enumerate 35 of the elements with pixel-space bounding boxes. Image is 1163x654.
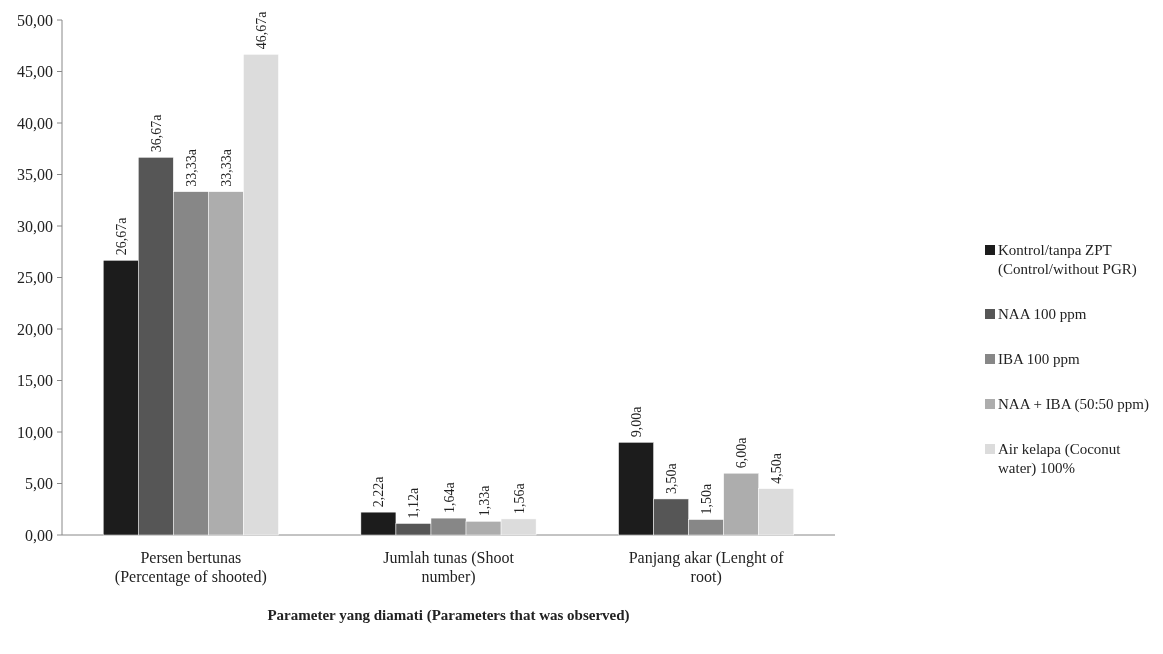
x-tick-label: Jumlah tunas (Shoot number) [383,549,515,586]
y-tick-label: 30,00 [17,217,53,235]
data-label: 1,50a [699,483,715,515]
legend-label: NAA 100 ppm [998,306,1087,322]
data-label: 1,64a [441,481,457,514]
y-tick-label: 40,00 [17,114,53,132]
data-label: 6,00a [734,436,750,469]
data-label: 46,67a [253,10,269,50]
data-label: 26,67a [113,216,129,256]
legend-label: Air kelapa (Coconut water) 100% [998,441,1122,477]
x-axis-title: Parameter yang diamati (Parameters that was observed) [267,607,630,624]
data-label: 1,12a [406,486,422,519]
data-label: 33,33a [183,148,199,187]
y-tick-label: 0,00 [25,526,53,544]
data-label: 9,00a [629,405,645,438]
y-tick-label: 50,00 [17,11,53,29]
data-label: 2,22a [371,475,387,508]
legend-label: NAA + IBA (50:50 ppm) [998,396,1149,413]
data-label: 3,50a [664,462,680,494]
y-tick-label: 10,00 [17,423,53,441]
y-tick-label: 35,00 [17,166,53,184]
x-tick-label: Panjang akar (Lenght of root) [628,549,785,586]
legend-label: IBA 100 ppm [998,351,1080,367]
y-tick-label: 15,00 [17,372,53,390]
y-tick-label: 25,00 [17,269,53,287]
y-tick-label: 5,00 [25,475,53,493]
data-label: 1,56a [511,482,527,514]
y-tick-label: 20,00 [17,320,53,338]
data-label: 36,67a [148,113,164,153]
x-tick-label: Persen bertunas (Percentage of shooted) [114,549,267,586]
y-tick-label: 45,00 [17,63,53,81]
legend-label: Kontrol/tanpa ZPT (Control/without PGR) [998,242,1137,278]
data-label: 1,33a [476,484,492,517]
data-label: 33,33a [218,148,234,187]
data-label: 4,50a [769,452,785,484]
